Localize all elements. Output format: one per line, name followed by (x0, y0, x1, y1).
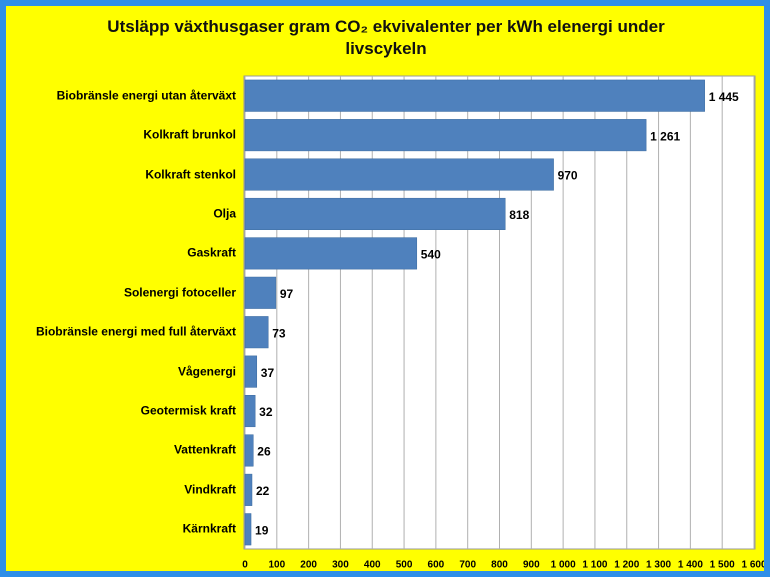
x-tick-label: 1 600 (741, 560, 766, 571)
value-label: 970 (558, 169, 578, 183)
x-tick-label: 1 500 (710, 560, 735, 571)
x-tick-label: 1 200 (614, 560, 639, 571)
x-tick-label: 500 (396, 560, 413, 571)
category-label: Vindkraft (184, 482, 236, 497)
category-label: Vattenkraft (173, 442, 236, 457)
x-tick-label: 1 300 (646, 560, 671, 571)
x-tick-label: 200 (300, 560, 317, 571)
x-tick-label: 0 (242, 560, 248, 571)
category-label: Olja (213, 206, 236, 221)
value-label: 37 (261, 366, 275, 380)
x-tick-label: 400 (364, 560, 381, 571)
bar (244, 79, 705, 112)
bar (244, 237, 418, 270)
value-label: 26 (257, 445, 271, 459)
bar (244, 434, 254, 467)
value-label: 818 (509, 208, 529, 222)
bar (244, 355, 258, 388)
value-label: 1 445 (709, 90, 739, 104)
category-label: Biobränsle energi utan återväxt (56, 88, 236, 103)
category-label: Gaskraft (187, 245, 236, 260)
category-label: Solenergi fotoceller (123, 285, 236, 300)
bar (244, 395, 256, 428)
bar (244, 197, 506, 230)
value-label: 540 (421, 248, 441, 262)
bar (244, 473, 253, 506)
bar (244, 119, 647, 152)
value-label: 32 (259, 405, 273, 419)
chart-title: Utsläpp växthusgaser gram CO₂ ekvivalent… (107, 17, 665, 58)
bar (244, 276, 277, 309)
category-label: Vågenergi (177, 364, 236, 379)
x-tick-label: 900 (523, 560, 540, 571)
category-label: Biobränsle energi med full återväxt (35, 324, 236, 339)
x-tick-label: 700 (459, 560, 476, 571)
x-tick-label: 1 000 (551, 560, 576, 571)
x-tick-label: 600 (428, 560, 445, 571)
category-label: Geotermisk kraft (140, 403, 236, 418)
x-tick-label: 300 (332, 560, 349, 571)
bar (244, 158, 554, 191)
x-tick-label: 800 (491, 560, 508, 571)
bar (244, 316, 269, 349)
bar (244, 513, 252, 546)
value-label: 73 (272, 326, 286, 340)
category-label: Kolkraft brunkol (143, 127, 236, 142)
x-tick-label: 1 400 (678, 560, 703, 571)
value-label: 1 261 (650, 129, 680, 143)
x-tick-label: 1 100 (582, 560, 607, 571)
category-label: Kolkraft stenkol (145, 167, 236, 182)
x-tick-label: 100 (268, 560, 285, 571)
value-label: 22 (256, 484, 270, 498)
category-label: Kärnkraft (182, 521, 236, 536)
value-label: 19 (255, 523, 269, 537)
value-label: 97 (280, 287, 294, 301)
